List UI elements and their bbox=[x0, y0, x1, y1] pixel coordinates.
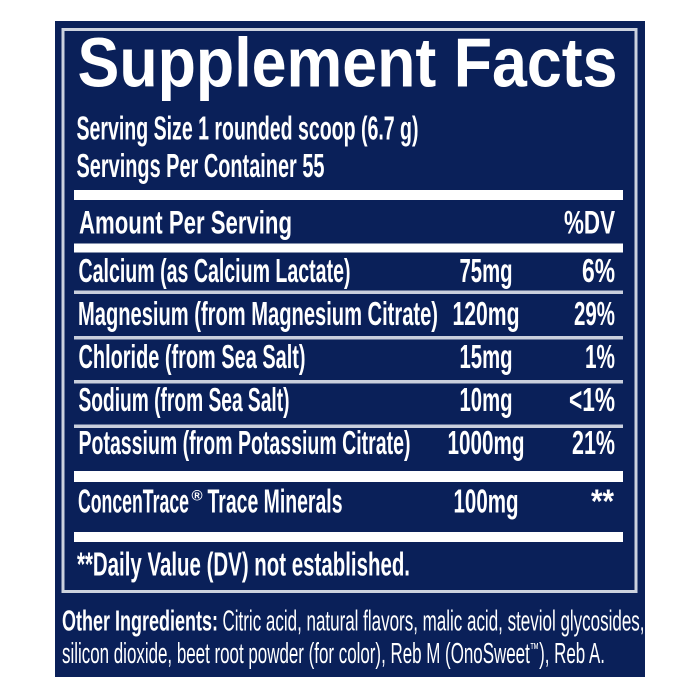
svg-text:120mg: 120mg bbox=[453, 295, 520, 332]
svg-text:Potassium (from Potassium Citr: Potassium (from Potassium Citrate) bbox=[79, 424, 411, 461]
svg-text:10mg: 10mg bbox=[460, 381, 513, 418]
svg-text:silicon dioxide, beet root pow: silicon dioxide, beet root powder (for c… bbox=[62, 638, 605, 670]
svg-text:Supplement Facts: Supplement Facts bbox=[78, 24, 618, 102]
svg-text:**Daily Value (DV) not establi: **Daily Value (DV) not established. bbox=[77, 546, 410, 583]
svg-text:21%: 21% bbox=[572, 424, 615, 461]
svg-text:Trace Minerals: Trace Minerals bbox=[208, 483, 343, 520]
svg-text:Magnesium (from Magnesium Citr: Magnesium (from Magnesium Citrate) bbox=[78, 295, 438, 332]
svg-text:Sodium (from Sea Salt): Sodium (from Sea Salt) bbox=[79, 381, 290, 418]
svg-text:Chloride (from Sea Salt): Chloride (from Sea Salt) bbox=[79, 338, 306, 375]
svg-text:Citric acid, natural flavors,: Citric acid, natural flavors, malic acid… bbox=[223, 606, 645, 638]
svg-text:Serving Size 1 rounded scoop (: Serving Size 1 rounded scoop (6.7 g) bbox=[77, 110, 419, 147]
svg-text:Calcium (as Calcium Lactate): Calcium (as Calcium Lactate) bbox=[79, 252, 351, 289]
svg-text:6%: 6% bbox=[582, 252, 615, 289]
svg-text:%DV: %DV bbox=[564, 205, 615, 241]
svg-text:1000mg: 1000mg bbox=[448, 424, 525, 461]
svg-text:29%: 29% bbox=[574, 295, 615, 332]
svg-text:Servings Per Container 55: Servings Per Container 55 bbox=[77, 147, 325, 184]
svg-text:Other Ingredients:: Other Ingredients: bbox=[62, 606, 218, 638]
svg-text:®: ® bbox=[192, 488, 203, 505]
svg-text:15mg: 15mg bbox=[460, 338, 513, 375]
svg-text:ConcenTrace: ConcenTrace bbox=[78, 483, 189, 520]
svg-text:1%: 1% bbox=[585, 338, 615, 375]
svg-text:Amount Per Serving: Amount Per Serving bbox=[79, 205, 292, 241]
svg-text:100mg: 100mg bbox=[454, 483, 519, 520]
svg-text:75mg: 75mg bbox=[460, 252, 513, 289]
svg-text:**: ** bbox=[591, 483, 614, 520]
svg-text:<1%: <1% bbox=[569, 381, 615, 418]
